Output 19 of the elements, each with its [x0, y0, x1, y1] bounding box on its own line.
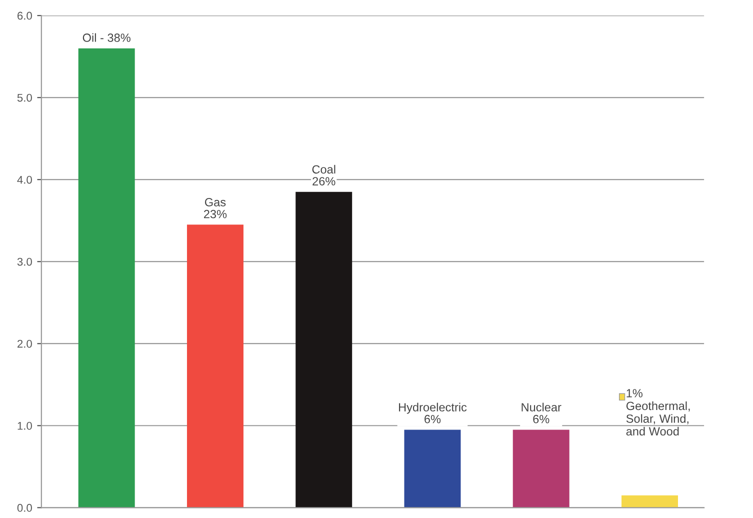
annotation: Coal 26%	[312, 164, 336, 186]
annotation: Gas 23%	[204, 198, 227, 218]
bar	[296, 192, 352, 508]
annotation: 1% Geothermal, Solar, Wind, and Wood	[626, 389, 690, 436]
bar	[404, 430, 461, 508]
bar	[186, 224, 244, 508]
bar	[78, 48, 135, 508]
y-tick-label: 6.0	[18, 12, 32, 20]
y-tick-label: 3.0	[17, 258, 32, 266]
y-tick-label: 0.0	[17, 504, 32, 512]
y-tick-label: 2.0	[18, 340, 32, 348]
annotation: Hydroelectric 6%	[399, 402, 467, 424]
y-tick-label: 1.0	[18, 422, 32, 430]
y-tick-label: 5.0	[17, 94, 32, 102]
annotation: Oil - 38%	[82, 33, 130, 42]
annotation: Nuclear 6%	[522, 402, 562, 424]
bar	[512, 430, 570, 508]
y-tick-label: 4.0	[17, 176, 32, 184]
bar	[621, 495, 678, 508]
